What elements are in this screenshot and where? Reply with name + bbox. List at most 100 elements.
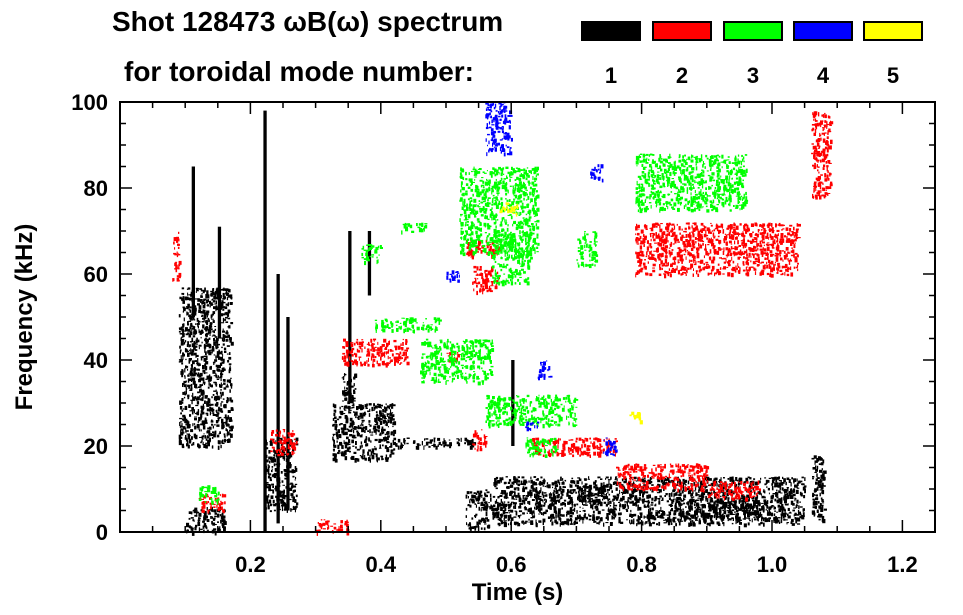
data-point <box>608 510 611 515</box>
data-point <box>189 309 192 313</box>
data-point <box>215 413 219 417</box>
data-point <box>691 515 693 518</box>
data-point <box>739 256 742 258</box>
data-point <box>212 445 214 449</box>
data-point <box>215 305 218 309</box>
data-point <box>722 229 725 234</box>
data-point <box>216 343 219 347</box>
data-point <box>227 326 229 328</box>
data-point <box>644 225 648 229</box>
data-point <box>433 437 436 440</box>
data-point <box>672 257 675 261</box>
data-point <box>484 492 486 496</box>
data-point <box>733 222 735 226</box>
data-point <box>776 246 780 251</box>
data-point <box>678 500 681 505</box>
data-point <box>184 368 186 373</box>
data-point <box>655 225 658 228</box>
data-point <box>345 419 349 423</box>
data-point <box>700 504 703 506</box>
data-point <box>630 483 632 487</box>
data-point <box>779 238 782 243</box>
data-point <box>679 509 682 514</box>
data-point <box>202 403 204 407</box>
data-point <box>821 489 825 495</box>
data-point <box>284 477 287 480</box>
data-point <box>821 499 824 502</box>
data-point <box>654 257 656 261</box>
data-point <box>508 509 511 512</box>
data-point <box>340 410 344 416</box>
data-point <box>778 508 781 513</box>
data-point <box>194 312 197 316</box>
data-point <box>389 446 393 448</box>
data-point <box>706 234 709 237</box>
data-point <box>596 506 599 509</box>
data-point <box>765 252 769 256</box>
data-point <box>709 231 712 234</box>
data-point <box>707 244 710 246</box>
data-point <box>339 441 342 446</box>
data-point <box>735 265 737 269</box>
data-point <box>771 223 773 227</box>
data-point <box>699 508 701 510</box>
data-point <box>756 508 758 512</box>
data-streak <box>367 231 372 296</box>
data-point <box>658 501 661 505</box>
data-point <box>225 321 229 323</box>
data-point <box>199 288 203 290</box>
data-point <box>743 500 746 503</box>
data-point <box>595 506 598 509</box>
data-point <box>642 254 645 257</box>
data-point <box>668 511 671 513</box>
data-point <box>607 489 610 491</box>
data-point <box>763 522 765 527</box>
data-point <box>768 492 770 495</box>
data-point <box>683 253 686 256</box>
data-point <box>756 518 759 521</box>
data-point <box>730 272 734 278</box>
data-point <box>603 522 605 527</box>
data-point <box>708 504 712 510</box>
data-point <box>503 516 507 519</box>
data-point <box>180 337 182 341</box>
data-point <box>702 240 705 243</box>
data-point <box>477 497 481 501</box>
data-point <box>721 518 724 522</box>
data-point <box>182 445 185 449</box>
data-point <box>183 380 187 384</box>
data-point <box>356 406 359 411</box>
data-point <box>216 409 218 414</box>
data-point <box>576 514 579 518</box>
data-point <box>273 509 276 512</box>
data-point <box>789 224 793 227</box>
data-point <box>706 237 709 240</box>
data-point <box>714 506 718 511</box>
data-point <box>585 483 587 487</box>
data-point <box>630 516 633 518</box>
data-point <box>760 493 762 496</box>
data-point <box>702 516 705 521</box>
data-point <box>343 373 347 376</box>
data-point <box>709 497 713 499</box>
data-point <box>630 509 632 513</box>
data-point <box>221 368 225 373</box>
data-point <box>377 429 379 432</box>
data-point <box>708 256 712 260</box>
data-point <box>507 523 510 526</box>
data-point <box>716 238 719 241</box>
data-point <box>648 243 650 247</box>
data-point <box>770 273 774 278</box>
data-point <box>679 254 682 259</box>
data-point <box>746 225 749 229</box>
data-point <box>718 481 721 483</box>
data-point <box>643 498 646 501</box>
data-point <box>703 266 706 268</box>
data-point <box>777 243 779 246</box>
data-point <box>672 516 675 521</box>
data-point <box>664 495 666 497</box>
data-point <box>668 247 671 249</box>
data-point <box>573 520 577 525</box>
data-point <box>689 232 691 237</box>
data-point <box>643 479 646 483</box>
